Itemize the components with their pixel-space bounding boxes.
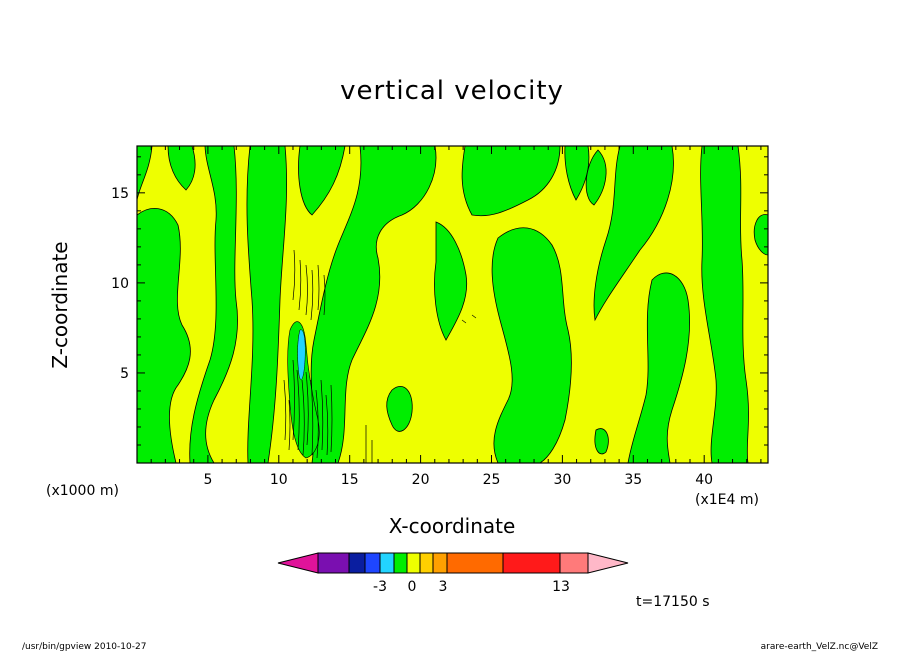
contour-negative-region bbox=[386, 386, 413, 432]
x-tick-label: 15 bbox=[341, 472, 359, 488]
x-tick-label: 20 bbox=[412, 472, 430, 488]
x-tick-label: 35 bbox=[624, 472, 642, 488]
plot-frame bbox=[136, 145, 769, 464]
colorbar-right-arrow bbox=[587, 552, 629, 574]
contour-negative-region bbox=[594, 428, 609, 455]
colorbar-tick-label: -3 bbox=[373, 579, 387, 595]
contour-negative-region bbox=[298, 146, 346, 216]
x-tick-label: 25 bbox=[483, 472, 501, 488]
colorbar-segment bbox=[446, 552, 504, 574]
contour-negative-region bbox=[310, 146, 437, 463]
contour-negative-region bbox=[700, 146, 749, 463]
contour-negative-region bbox=[627, 272, 691, 463]
x-tick-label: 10 bbox=[270, 472, 288, 488]
x-tick-label: 40 bbox=[695, 472, 713, 488]
axes: 5 10 15 20 25 30 35 40 5 10 15 bbox=[111, 146, 768, 488]
footer-command: /usr/bin/gpview 2010-10-27 bbox=[22, 642, 147, 652]
contour-negative-region bbox=[246, 146, 288, 463]
y-tick-label: 5 bbox=[120, 366, 129, 382]
colorbar-tick-label: 13 bbox=[552, 579, 570, 595]
y-tick-label: 15 bbox=[111, 186, 129, 202]
colorbar-tick-label: 0 bbox=[408, 579, 417, 595]
contour-negative-region bbox=[434, 221, 468, 341]
colorbar-segment bbox=[419, 552, 434, 574]
colorbar-left-arrow bbox=[277, 552, 319, 574]
y-axis-unit: (x1000 m) bbox=[46, 483, 119, 499]
colorbar: -3 0 3 13 bbox=[277, 552, 629, 595]
colorbar-segment bbox=[502, 552, 561, 574]
contour-negative-region bbox=[585, 149, 607, 206]
chart-title: vertical velocity bbox=[340, 76, 564, 106]
contour-negative-region bbox=[564, 146, 590, 201]
time-stamp: t=17150 s bbox=[636, 594, 710, 610]
contour-negative-region bbox=[167, 146, 196, 191]
colorbar-segment bbox=[406, 552, 421, 574]
convective-cell-cluster bbox=[283, 249, 373, 463]
contour-negative-region bbox=[753, 214, 768, 256]
contour-negative-region bbox=[461, 146, 561, 217]
contour-line bbox=[461, 314, 477, 324]
y-tick-label: 10 bbox=[111, 276, 129, 292]
colorbar-segment bbox=[559, 552, 589, 574]
colorbar-tick-label: 3 bbox=[439, 579, 448, 595]
contour-negative-region bbox=[137, 208, 191, 463]
x-axis-unit: (x1E4 m) bbox=[695, 492, 759, 508]
colorbar-segment bbox=[317, 552, 350, 574]
x-tick-label: 30 bbox=[553, 472, 571, 488]
contour-negative-region bbox=[593, 146, 674, 322]
colorbar-segment bbox=[364, 552, 381, 574]
colorbar-segment bbox=[432, 552, 448, 574]
colorbar-segment bbox=[348, 552, 366, 574]
x-axis-label: X-coordinate bbox=[388, 514, 516, 538]
contour-negative-region bbox=[491, 227, 572, 463]
colorbar-segment bbox=[393, 552, 408, 574]
x-tick-label: 5 bbox=[203, 472, 212, 488]
plot-area bbox=[137, 146, 768, 463]
footer-file: arare-earth_VelZ.nc@VelZ bbox=[760, 642, 878, 652]
colorbar-segment bbox=[379, 552, 395, 574]
